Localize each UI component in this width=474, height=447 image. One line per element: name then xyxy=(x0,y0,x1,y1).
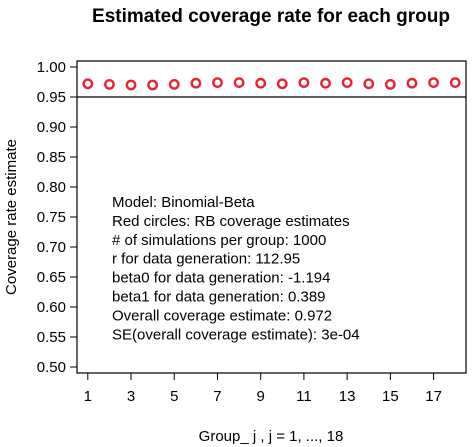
x-tick-label: 9 xyxy=(257,388,265,405)
coverage-points xyxy=(82,77,461,91)
annotation-line: beta1 for data generation: 0.389 xyxy=(112,289,326,306)
coverage-point xyxy=(190,77,202,89)
y-tick-label: 0.95 xyxy=(37,89,66,106)
y-tick-label: 0.50 xyxy=(37,359,66,376)
annotation-line: Red circles: RB coverage estimates xyxy=(112,213,350,230)
y-tick-label: 0.70 xyxy=(37,239,66,256)
annotation-line: # of simulations per group: 1000 xyxy=(112,232,326,249)
coverage-point xyxy=(233,77,245,89)
y-axis-title: Coverage rate estimate xyxy=(3,139,20,295)
coverage-point xyxy=(384,79,396,90)
x-tick-label: 11 xyxy=(296,388,312,405)
coverage-point xyxy=(82,78,94,90)
coverage-point xyxy=(341,77,353,89)
x-tick-label: 3 xyxy=(127,388,135,405)
x-tick-label: 7 xyxy=(213,388,221,405)
annotation-line: Overall coverage estimate: 0.972 xyxy=(112,307,332,324)
coverage-point xyxy=(147,79,159,91)
coverage-point xyxy=(255,77,267,89)
y-tick-label: 0.80 xyxy=(37,179,66,196)
x-tick-label: 13 xyxy=(339,388,356,405)
coverage-point xyxy=(406,77,418,89)
y-tick-label: 0.85 xyxy=(37,149,66,166)
x-tick-label: 15 xyxy=(382,388,399,405)
annotation-line: r for data generation: 112.95 xyxy=(112,251,300,268)
y-tick-label: 0.90 xyxy=(37,119,66,136)
coverage-point xyxy=(320,77,331,89)
x-axis: 1 3 5 7 9 11 13 15 17 xyxy=(84,373,442,405)
coverage-point xyxy=(449,77,461,89)
coverage-point xyxy=(168,79,180,90)
coverage-point xyxy=(125,79,137,91)
annotation-line: SE(overall coverage estimate): 3e-04 xyxy=(112,326,360,343)
coverage-point xyxy=(428,77,439,89)
annotation-block: Model: Binomial-Beta Red circles: RB cove… xyxy=(112,194,360,343)
y-tick-label: 0.60 xyxy=(37,299,66,316)
y-tick-label: 0.65 xyxy=(37,269,66,286)
coverage-point xyxy=(363,78,375,90)
coverage-point xyxy=(298,77,310,89)
coverage-point xyxy=(104,79,115,90)
y-tick-label: 1.00 xyxy=(37,59,66,76)
y-axis: 0.50 0.55 0.60 0.65 0.70 0.75 0.80 0.85 0.90 0.95… xyxy=(37,59,77,376)
annotation-line: beta0 for data generation: -1.194 xyxy=(112,270,331,287)
coverage-point xyxy=(276,78,288,90)
chart-title: Estimated coverage rate for each group xyxy=(92,6,450,27)
x-tick-label: 17 xyxy=(425,388,442,405)
y-tick-label: 0.55 xyxy=(37,329,66,346)
annotation-line: Model: Binomial-Beta xyxy=(112,194,255,211)
x-tick-label: 1 xyxy=(84,388,92,405)
x-tick-label: 5 xyxy=(170,388,178,405)
y-tick-label: 0.75 xyxy=(37,209,66,226)
coverage-point xyxy=(212,77,223,89)
x-axis-title: Group_ j , j = 1, ..., 18 xyxy=(199,428,344,445)
